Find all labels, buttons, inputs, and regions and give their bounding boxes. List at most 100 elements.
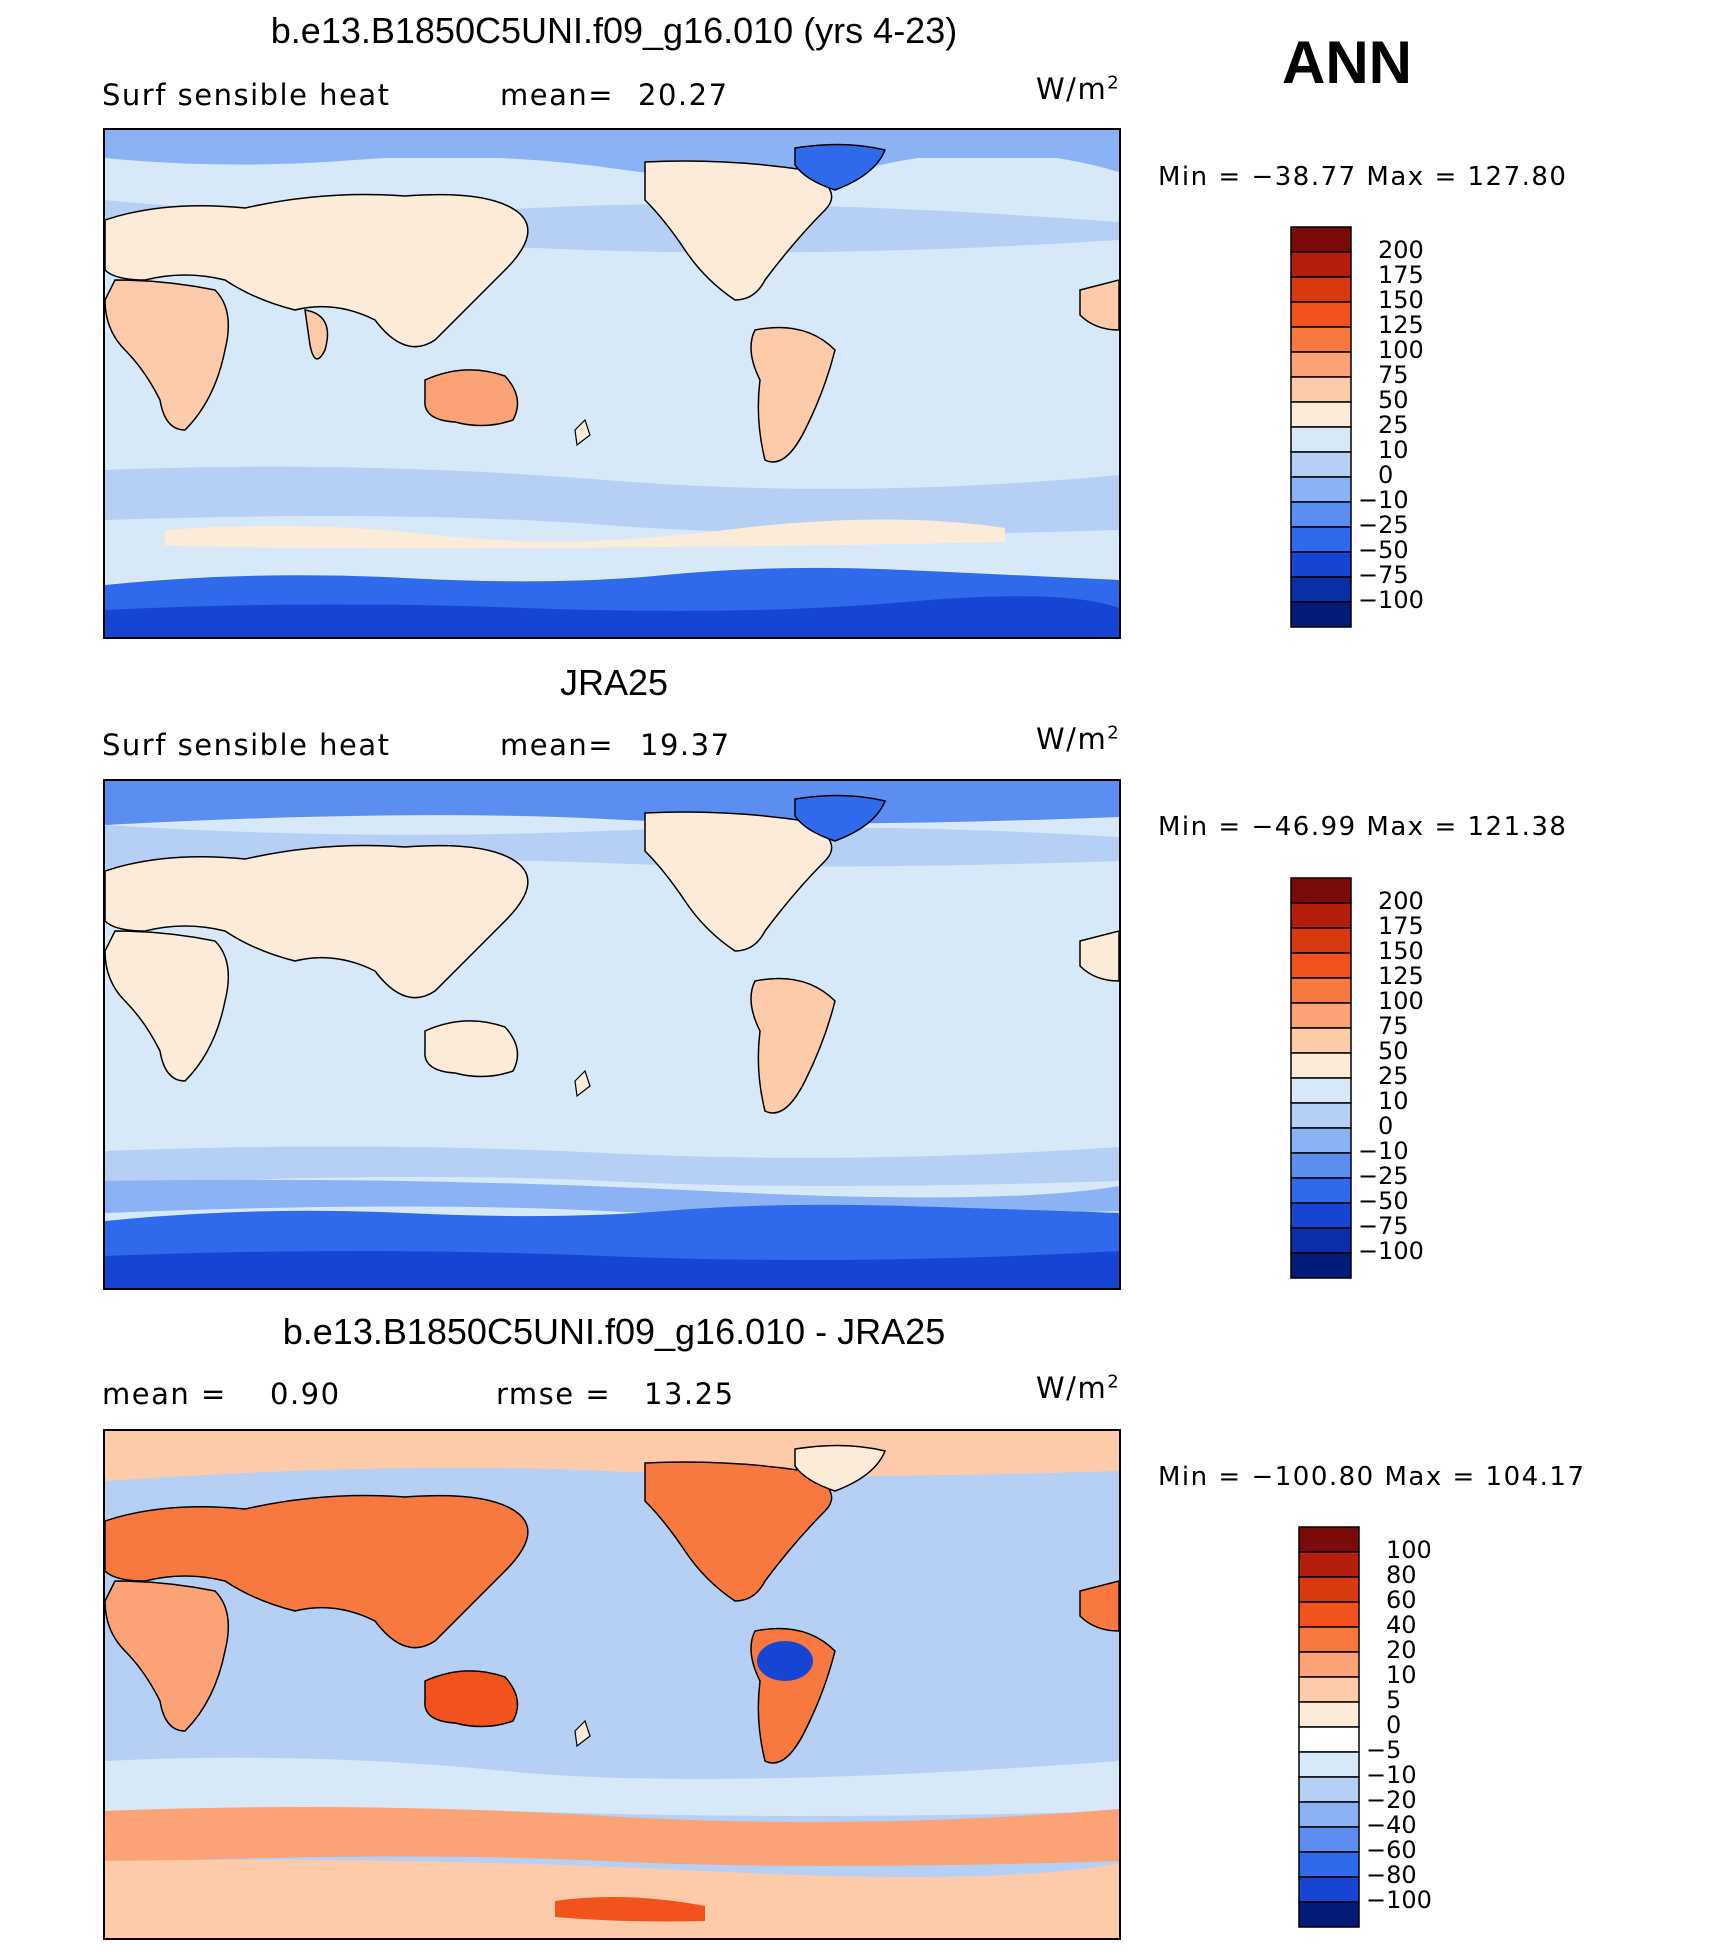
colorbar-tick-label: −25 — [1358, 1162, 1409, 1190]
colorbar-tick-label: 0 — [1378, 461, 1394, 489]
colorbar-box — [1298, 1901, 1360, 1928]
colorbar-tick-label: −25 — [1358, 511, 1409, 539]
colorbar-tick-label: 0 — [1386, 1711, 1402, 1739]
colorbar-box — [1290, 902, 1352, 929]
panel-2-units: W/m2 — [1036, 722, 1121, 756]
colorbar-tick-label: −40 — [1366, 1811, 1417, 1839]
colorbar-tick-label: 60 — [1386, 1586, 1417, 1614]
colorbar-tick-label: 10 — [1378, 1087, 1409, 1115]
panel-2-variable-label: Surf sensible heat — [102, 728, 391, 762]
colorbar-tick-label: 75 — [1378, 1012, 1409, 1040]
colorbar-box — [1290, 376, 1352, 403]
panel-3-map — [103, 1429, 1121, 1940]
panel-3-minmax: Min = −100.80 Max = 104.17 — [1158, 1462, 1586, 1492]
panel-3-map-svg — [105, 1431, 1119, 1938]
panel-1-map — [103, 128, 1121, 639]
colorbar-box — [1290, 401, 1352, 428]
colorbar-tick-label: 40 — [1386, 1611, 1417, 1639]
colorbar-tick-label: 100 — [1378, 987, 1424, 1015]
panel-1-minmax: Min = −38.77 Max = 127.80 — [1158, 162, 1568, 192]
colorbar-tick-label: 25 — [1378, 411, 1409, 439]
colorbar-box — [1290, 927, 1352, 954]
panel-1-units: W/m2 — [1036, 72, 1121, 106]
colorbar-box — [1290, 476, 1352, 503]
colorbar-tick-label: 10 — [1386, 1661, 1417, 1689]
colorbar-tick-label: 20 — [1386, 1636, 1417, 1664]
colorbar-box — [1290, 451, 1352, 478]
colorbar-tick-label: −75 — [1358, 1212, 1409, 1240]
colorbar-tick-label: −100 — [1358, 1237, 1424, 1265]
colorbar-tick-label: −60 — [1366, 1836, 1417, 1864]
colorbar-box — [1290, 601, 1352, 628]
colorbar-tick-label: 50 — [1378, 1037, 1409, 1065]
colorbar-box — [1290, 1077, 1352, 1104]
colorbar-box — [1290, 1127, 1352, 1154]
colorbar-tick-label: 100 — [1378, 336, 1424, 364]
colorbar-tick-label: −50 — [1358, 1187, 1409, 1215]
colorbar-box — [1298, 1576, 1360, 1603]
colorbar-box — [1298, 1701, 1360, 1728]
colorbar-box — [1290, 426, 1352, 453]
colorbar-box — [1290, 276, 1352, 303]
colorbar-tick-label: 150 — [1378, 286, 1424, 314]
panel-2-map — [103, 779, 1121, 1290]
colorbar-tick-label: 150 — [1378, 937, 1424, 965]
colorbar-tick-label: 100 — [1386, 1536, 1432, 1564]
colorbar-box — [1290, 1027, 1352, 1054]
colorbar-box — [1290, 1177, 1352, 1204]
panel-3-rmse-value: 13.25 — [644, 1377, 735, 1411]
colorbar-tick-label: −10 — [1366, 1761, 1417, 1789]
colorbar-box — [1290, 1002, 1352, 1029]
colorbar-tick-label: 175 — [1378, 912, 1424, 940]
colorbar-tick-label: 75 — [1378, 361, 1409, 389]
season-label: ANN — [1282, 29, 1412, 96]
colorbar-box — [1298, 1726, 1360, 1753]
colorbar-box — [1298, 1626, 1360, 1653]
panel-3-units: W/m2 — [1036, 1371, 1121, 1405]
colorbar-tick-label: −100 — [1358, 586, 1424, 614]
panel-2-title: JRA25 — [559, 662, 669, 703]
colorbar-box — [1290, 1202, 1352, 1229]
panel-1-mean-label: mean= — [500, 78, 615, 112]
panel-1-variable-label: Surf sensible heat — [102, 78, 391, 112]
panel-2-minmax: Min = −46.99 Max = 121.38 — [1158, 812, 1568, 842]
panel-3-title: b.e13.B1850C5UNI.f09_g16.010 - JRA25 — [282, 1311, 946, 1352]
colorbar-box — [1290, 1152, 1352, 1179]
panel-3-mean-label: mean = — [102, 1377, 227, 1411]
colorbar-tick-label: −20 — [1366, 1786, 1417, 1814]
colorbar-box — [1298, 1876, 1360, 1903]
colorbar-box — [1290, 251, 1352, 278]
colorbar-box — [1290, 501, 1352, 528]
colorbar-tick-label: 125 — [1378, 962, 1424, 990]
colorbar-box — [1298, 1551, 1360, 1578]
colorbar-tick-label: 200 — [1378, 236, 1424, 264]
panel-2-mean-value: 19.37 — [640, 728, 731, 762]
panel-3-colorbar — [1298, 1526, 1362, 1933]
colorbar-tick-label: −10 — [1358, 486, 1409, 514]
colorbar-box — [1290, 1227, 1352, 1254]
panel-1-title: b.e13.B1850C5UNI.f09_g16.010 (yrs 4-23) — [270, 10, 958, 51]
panel-1-map-svg — [105, 130, 1119, 637]
colorbar-tick-label: 10 — [1378, 436, 1409, 464]
colorbar-tick-label: 125 — [1378, 311, 1424, 339]
colorbar-box — [1290, 301, 1352, 328]
panel-1-mean-value: 20.27 — [638, 78, 729, 112]
colorbar-box — [1290, 952, 1352, 979]
colorbar-box — [1298, 1851, 1360, 1878]
panel-2-colorbar-svg — [1290, 877, 1352, 1279]
colorbar-box — [1298, 1601, 1360, 1628]
colorbar-tick-label: 175 — [1378, 261, 1424, 289]
panel-2-mean-label: mean= — [500, 728, 615, 762]
colorbar-tick-label: 0 — [1378, 1112, 1394, 1140]
colorbar-box — [1298, 1776, 1360, 1803]
colorbar-box — [1290, 551, 1352, 578]
colorbar-box — [1298, 1751, 1360, 1778]
colorbar-tick-label: −10 — [1358, 1137, 1409, 1165]
panel-1-colorbar — [1290, 226, 1354, 633]
panel-1-colorbar-svg — [1290, 226, 1352, 628]
colorbar-box — [1298, 1651, 1360, 1678]
colorbar-tick-label: 50 — [1378, 386, 1409, 414]
colorbar-tick-label: 25 — [1378, 1062, 1409, 1090]
colorbar-tick-label: 200 — [1378, 887, 1424, 915]
colorbar-box — [1290, 977, 1352, 1004]
